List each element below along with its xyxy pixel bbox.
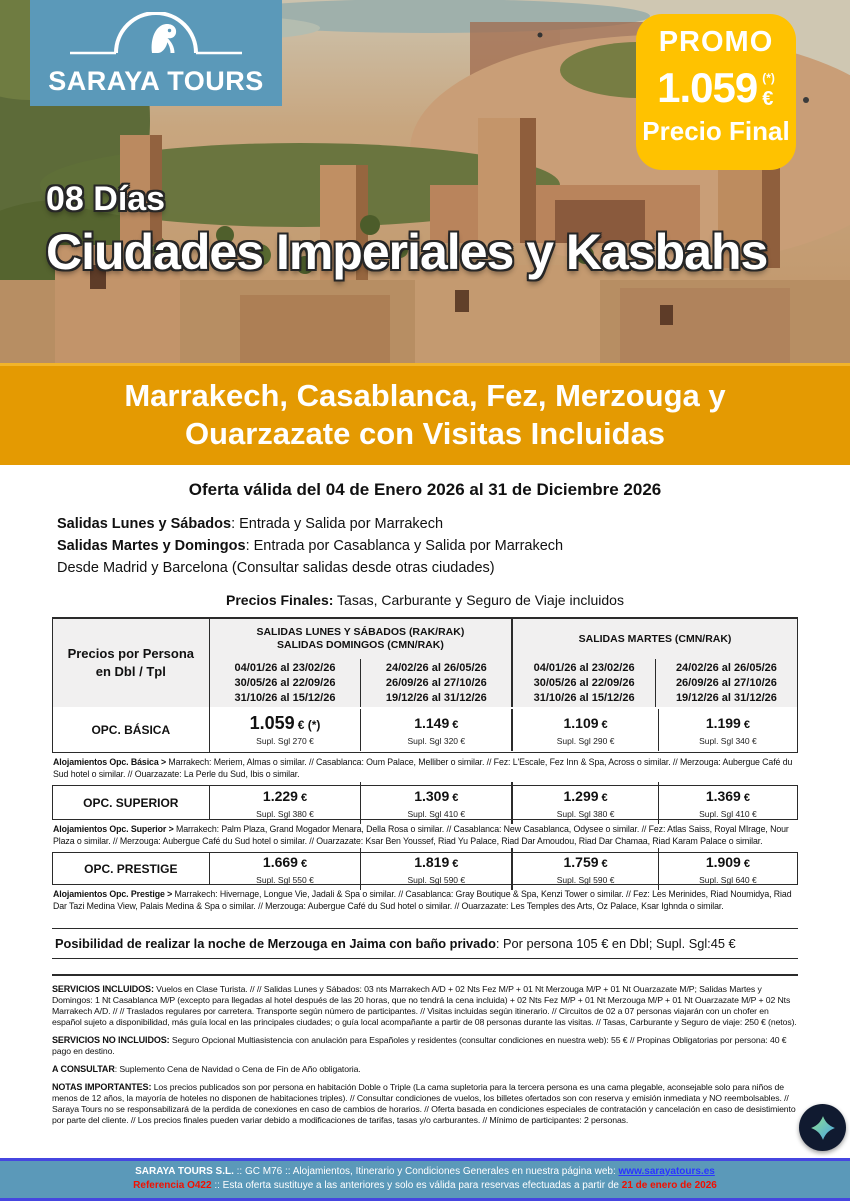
price-cell: 1.059 € (*) Supl. Sgl 270 € <box>249 712 321 746</box>
date-range-cell: 24/02/26 al 26/05/26 26/09/26 al 27/10/26… <box>360 659 511 707</box>
departure-line-2: Salidas Martes y Domingos: Entrada por C… <box>57 538 564 554</box>
price-cell: 1.109 € Supl. Sgl 290 € <box>511 708 658 751</box>
price-table-header: Precios por Persona en Dbl / Tpl SALIDAS… <box>52 617 798 707</box>
hero-photo-section: SARAYA TOURS PROMO 1.059 (*) € Precio Fi… <box>0 0 850 363</box>
falcon-arc-icon <box>70 12 242 55</box>
footer-website-link[interactable]: www.sarayatours.es <box>618 1166 715 1177</box>
price-cell: 1.309 € Supl. Sgl 410 € <box>360 781 511 824</box>
table-corner-label: Precios por Persona en Dbl / Tpl <box>53 619 210 707</box>
group2-title: SALIDAS MARTES (CMN/RAK) <box>578 632 732 645</box>
footer-valid-from-date: 21 de enero de 2026 <box>621 1180 717 1191</box>
price-cell: 1.819 € Supl. Sgl 590 € <box>360 847 511 890</box>
banner-line-2: Ouarzazate con Visitas Incluidas <box>184 416 666 451</box>
price-row-basica: OPC. BÁSICA 1.059 € (*) Supl. Sgl 270 € 1… <box>52 707 798 753</box>
option-label: OPC. PRESTIGE <box>53 853 210 884</box>
promo-final-price-label: Precio Final <box>642 116 790 146</box>
trip-duration: 08 Días <box>46 180 166 218</box>
logo-wordmark: SARAYA TOURS <box>48 66 264 96</box>
servicios-no-incluidos: SERVICIOS NO INCLUIDOS: Seguro Opcional … <box>52 1035 787 1056</box>
final-prices-note: Precios Finales: Tasas, Carburante y Seg… <box>226 592 624 608</box>
group1-title-line2: SALIDAS DOMINGOS (CMN/RAK) <box>277 639 444 651</box>
a-consultar: A CONSULTAR: Suplemento Cena de Navidad … <box>52 1064 361 1074</box>
option-label: OPC. BÁSICA <box>53 707 210 752</box>
group-martes: SALIDAS MARTES (CMN/RAK) 04/01/26 al 23/… <box>511 619 797 707</box>
departure-line-3: Desde Madrid y Barcelona (Consultar sali… <box>57 560 495 576</box>
group-lunes-sabados: SALIDAS LUNES Y SÁBADOS (RAK/RAK) SALIDA… <box>210 619 512 707</box>
date-range-cell: 24/02/26 al 26/05/26 26/09/26 al 27/10/26… <box>655 659 797 707</box>
accommodations-note-basica: Alojamientos Opc. Básica > Marrakech: Me… <box>53 757 793 779</box>
jaima-option-note: Posibilidad de realizar la noche de Merz… <box>52 928 798 959</box>
price-cell: 1.369 € Supl. Sgl 410 € <box>657 781 797 824</box>
price-row-prestige: OPC. PRESTIGE 1.669 € Supl. Sgl 550 € 1.8… <box>52 847 798 890</box>
price-cell: 1.199 € Supl. Sgl 340 € <box>657 708 797 751</box>
price-cell: 1.759 € Supl. Sgl 590 € <box>511 847 658 890</box>
four-point-star-icon[interactable] <box>799 1104 846 1151</box>
saraya-tours-logo: SARAYA TOURS <box>30 0 282 106</box>
footer-line-2: Referencia O422 :: Esta oferta sustituye… <box>133 1180 717 1191</box>
price-cell: 1.229 € Supl. Sgl 380 € <box>256 787 314 819</box>
departure-line-1: Salidas Lunes y Sábados: Entrada y Salid… <box>57 516 444 532</box>
accommodations-note-prestige: Alojamientos Opc. Prestige > Marrakech: … <box>53 889 792 911</box>
promo-asterisk: (*) <box>762 71 775 85</box>
servicios-incluidos: SERVICIOS INCLUIDOS: Vuelos en Clase Tur… <box>52 984 797 1027</box>
price-row-superior: OPC. SUPERIOR 1.229 € Supl. Sgl 380 € 1.3… <box>52 781 798 824</box>
promo-price: 1.059 (*) € <box>657 64 775 111</box>
promo-price-badge: PROMO 1.059 (*) € Precio Final <box>636 14 796 170</box>
price-table: Precios por Persona en Dbl / Tpl SALIDAS… <box>52 617 798 917</box>
group1-title-line1: SALIDAS LUNES Y SÁBADOS (RAK/RAK) <box>256 626 465 638</box>
promo-currency: € <box>762 88 774 110</box>
date-range-cell: 04/01/26 al 23/02/26 30/05/26 al 22/09/26… <box>234 661 336 704</box>
price-cell: 1.149 € Supl. Sgl 320 € <box>360 708 511 751</box>
trip-title: Ciudades Imperiales y Kasbahs <box>46 224 768 280</box>
footer: SARAYA TOURS S.L. :: GC M76 :: Alojamien… <box>0 1158 850 1201</box>
date-range-cell: 04/01/26 al 23/02/26 30/05/26 al 22/09/26… <box>533 661 635 704</box>
hero-titles: 08 Días Ciudades Imperiales y Kasbahs <box>46 180 768 281</box>
price-cell: 1.669 € Supl. Sgl 550 € <box>256 853 314 885</box>
footer-reference: Referencia O422 <box>133 1180 212 1191</box>
footer-line-1: SARAYA TOURS S.L. :: GC M76 :: Alojamien… <box>135 1166 715 1177</box>
conditions-section: SERVICIOS INCLUIDOS: Vuelos en Clase Tur… <box>52 974 798 1126</box>
departures-info: Salidas Lunes y Sábados: Entrada y Salid… <box>57 513 850 579</box>
accommodations-note-superior: Alojamientos Opc. Superior > Marrakech: … <box>53 824 789 846</box>
offer-validity: Oferta válida del 04 de Enero 2026 al 31… <box>188 480 662 499</box>
price-cell: 1.909 € Supl. Sgl 640 € <box>657 847 797 890</box>
promo-label: PROMO <box>658 26 774 58</box>
destinations-banner: Marrakech, Casablanca, Fez, Merzouga y O… <box>0 363 850 465</box>
notas-importantes: NOTAS IMPORTANTES: Los precios publicado… <box>52 1082 796 1125</box>
banner-line-1: Marrakech, Casablanca, Fez, Merzouga y <box>124 378 726 413</box>
price-cell: 1.299 € Supl. Sgl 380 € <box>511 781 658 824</box>
option-label: OPC. SUPERIOR <box>53 786 210 819</box>
